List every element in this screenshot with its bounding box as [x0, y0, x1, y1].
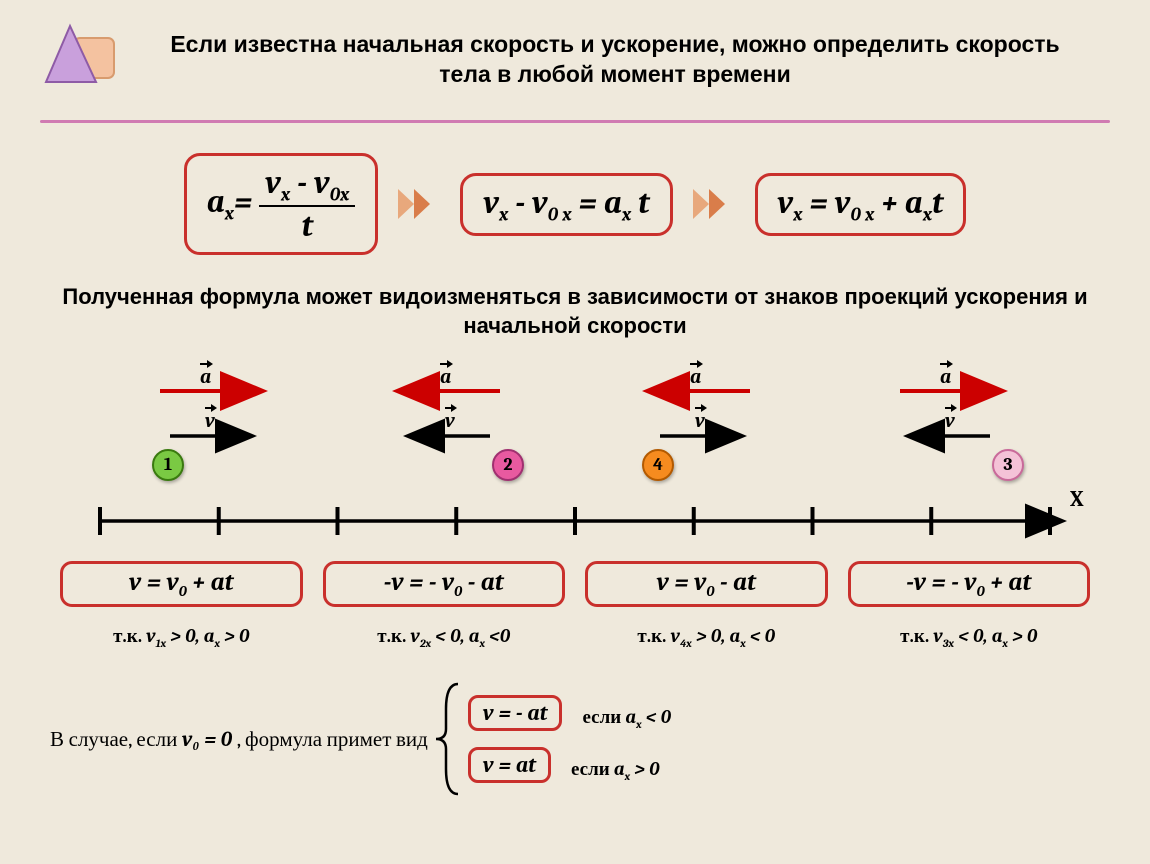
header: Если известна начальная скорость и ускор…: [0, 0, 1150, 110]
formula-3: vx = v0 x + axt: [755, 173, 967, 236]
case-condition-4: т.к. v4x > 0, ax < 0: [585, 625, 828, 650]
vector-label-a: a: [200, 365, 211, 388]
vector-diagram: X av1av2av4av3: [50, 361, 1100, 561]
result-formulas-row: v = v0 + at -v = - v0 - at v = v0 - at -v =…: [60, 561, 1090, 607]
geometry-icon: [40, 20, 120, 100]
subtitle: Полученная формула может видоизменяться …: [60, 283, 1090, 340]
case-condition-1: т.к. v1x > 0, ax > 0: [60, 625, 303, 650]
formula-derivation-row: ax= vx - v0x t vx - v0 x = ax t vx = v0 …: [40, 153, 1110, 255]
case-condition-2: т.к. v2x < 0, ax <0: [323, 625, 566, 650]
axis-label-x: X: [1070, 486, 1084, 512]
brace-icon: [428, 679, 468, 799]
case-badge-1: 1: [152, 449, 184, 481]
vector-label-a: a: [690, 365, 701, 388]
special-formula-1: v = at: [468, 747, 551, 783]
result-conditions-row: т.к. v1x > 0, ax > 0 т.к. v2x < 0, ax <0 т…: [60, 615, 1090, 650]
vector-label-v: v: [695, 409, 705, 432]
chevron-icon: [691, 181, 737, 227]
vector-label-a: a: [940, 365, 951, 388]
special-case-section: В случае, если v₀ = 0 , формула примет в…: [50, 679, 1100, 799]
case-badge-4: 4: [642, 449, 674, 481]
vector-label-v: v: [205, 409, 215, 432]
special-case-row-1: v = at если ax > 0: [468, 747, 671, 783]
formula-2: vx - v0 x = ax t: [460, 173, 672, 236]
special-case-text: В случае, если v₀ = 0 , формула примет в…: [50, 727, 428, 752]
formula-1: ax= vx - v0x t: [184, 153, 379, 255]
special-case-row-0: v = - at если ax < 0: [468, 695, 671, 731]
case-formula-4: v = v0 - at: [585, 561, 828, 607]
special-condition-1: если ax > 0: [571, 758, 660, 783]
vector-label-v: v: [945, 409, 955, 432]
case-formula-1: v = v0 + at: [60, 561, 303, 607]
case-badge-2: 2: [492, 449, 524, 481]
special-formula-0: v = - at: [468, 695, 563, 731]
page-title: Если известна начальная скорость и ускор…: [120, 30, 1110, 90]
case-formula-3: -v = - v0 + at: [848, 561, 1091, 607]
divider: [40, 120, 1110, 123]
special-condition-0: если ax < 0: [582, 706, 671, 731]
vector-label-v: v: [445, 409, 455, 432]
chevron-icon: [396, 181, 442, 227]
vector-label-a: a: [440, 365, 451, 388]
case-badge-3: 3: [992, 449, 1024, 481]
case-formula-2: -v = - v0 - at: [323, 561, 566, 607]
case-condition-3: т.к. v3x < 0, ax > 0: [848, 625, 1091, 650]
